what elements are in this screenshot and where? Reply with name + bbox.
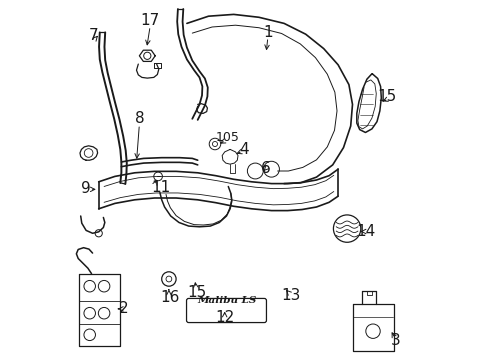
- Text: 14: 14: [356, 224, 375, 239]
- Text: 4: 4: [239, 142, 249, 157]
- Text: 3: 3: [390, 333, 400, 348]
- Text: 9: 9: [81, 181, 91, 196]
- Text: 6: 6: [260, 161, 270, 176]
- Text: Malibu LS: Malibu LS: [196, 296, 256, 305]
- Text: 15: 15: [187, 285, 206, 300]
- Text: 2: 2: [119, 301, 128, 316]
- Text: 7: 7: [89, 28, 99, 44]
- Text: 16: 16: [160, 289, 179, 305]
- Text: 13: 13: [280, 288, 300, 303]
- Text: 105: 105: [215, 131, 239, 144]
- Text: 17: 17: [140, 13, 160, 28]
- Text: 12: 12: [215, 310, 234, 325]
- Text: 8: 8: [134, 111, 144, 126]
- Text: 15: 15: [376, 89, 395, 104]
- Text: 1: 1: [263, 25, 272, 40]
- Text: 11: 11: [151, 180, 170, 195]
